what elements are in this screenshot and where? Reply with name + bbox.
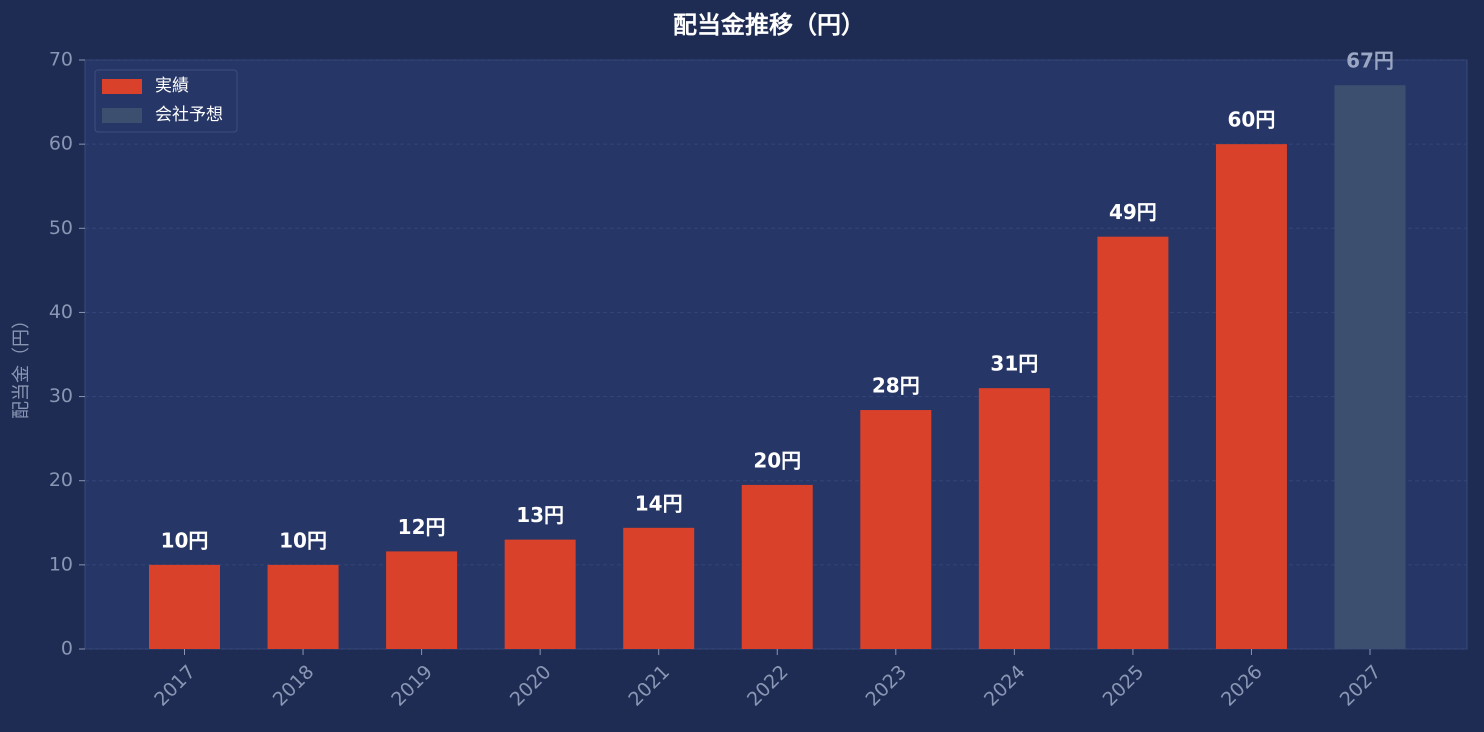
y-tick-label: 60 <box>49 133 73 155</box>
legend-label: 実績 <box>155 76 189 96</box>
value-label: 12円 <box>398 515 446 539</box>
y-tick-label: 30 <box>49 385 73 407</box>
bar <box>860 410 932 649</box>
value-label: 10円 <box>279 528 327 552</box>
y-axis-label: 配当金（円） <box>11 311 32 419</box>
value-label: 67円 <box>1346 49 1394 73</box>
legend-swatch <box>102 108 142 123</box>
value-label: 28円 <box>872 374 920 398</box>
value-label: 60円 <box>1228 108 1276 132</box>
bar <box>267 564 339 649</box>
bar <box>978 388 1050 649</box>
value-label: 14円 <box>635 491 683 515</box>
bar <box>1097 236 1169 649</box>
y-tick-label: 0 <box>61 638 73 660</box>
y-tick-label: 20 <box>49 469 73 491</box>
bar <box>386 551 458 649</box>
bar <box>1215 144 1287 649</box>
y-tick-label: 50 <box>49 217 73 239</box>
bar <box>623 527 695 649</box>
y-tick-label: 10 <box>49 553 73 575</box>
value-label: 49円 <box>1109 200 1157 224</box>
value-label: 20円 <box>753 448 801 472</box>
chart-title: 配当金推移（円） <box>673 11 865 39</box>
value-label: 10円 <box>161 528 209 552</box>
bar <box>1334 85 1406 649</box>
legend-label: 会社予想 <box>155 105 223 125</box>
legend-swatch <box>102 79 142 94</box>
bar <box>504 539 576 649</box>
value-label: 13円 <box>516 503 564 527</box>
y-tick-label: 40 <box>49 301 73 323</box>
y-tick-label: 70 <box>49 49 73 71</box>
bar <box>741 484 813 649</box>
bar <box>149 564 220 649</box>
value-label: 31円 <box>990 352 1038 376</box>
